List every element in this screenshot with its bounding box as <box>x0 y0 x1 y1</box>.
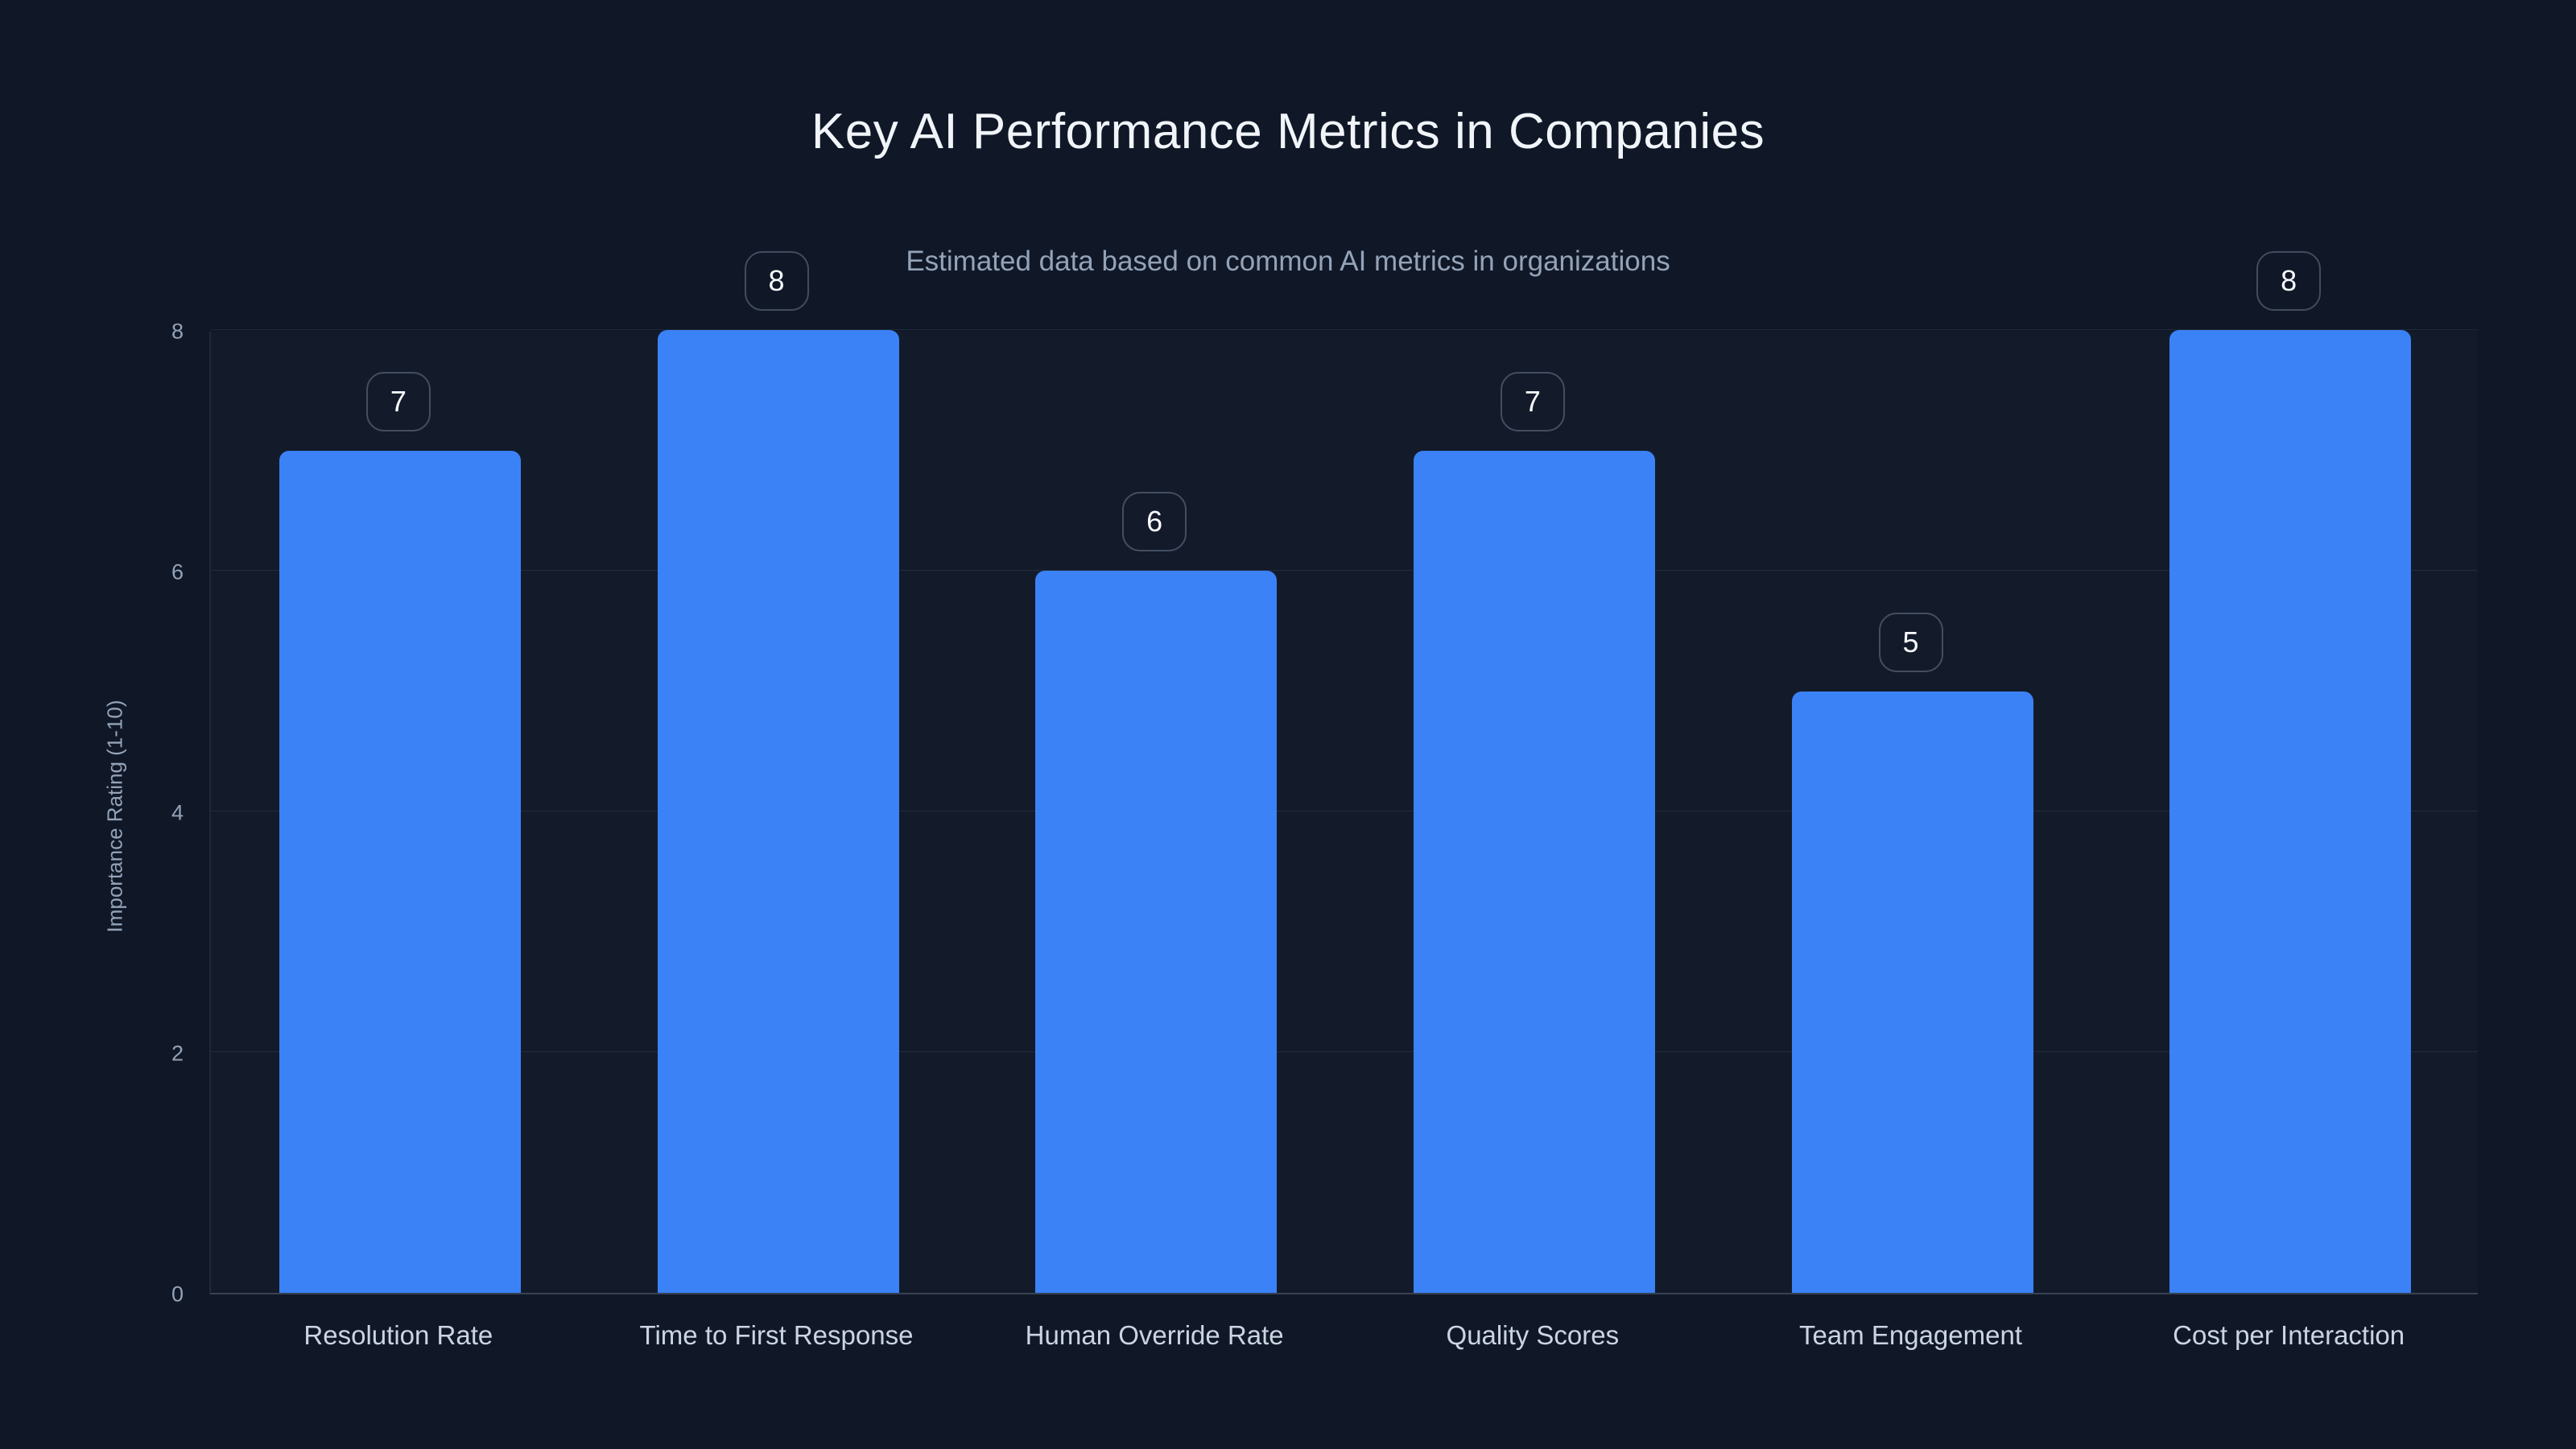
gridline <box>211 329 2478 330</box>
plot-area <box>209 329 2478 1294</box>
bar <box>2169 330 2412 1293</box>
x-axis-category-label: Time to First Response <box>639 1320 914 1350</box>
bar <box>1035 571 1278 1293</box>
x-axis-category-label: Human Override Rate <box>1025 1320 1284 1350</box>
y-axis-tick-label: 8 <box>171 319 184 344</box>
y-axis-tick-label: 2 <box>171 1041 184 1066</box>
x-axis-category-label: Quality Scores <box>1446 1320 1620 1350</box>
bar <box>1791 691 2033 1293</box>
chart-title: Key AI Performance Metrics in Companies <box>811 104 1765 159</box>
gridline <box>211 1051 2478 1052</box>
bar-value-badge: 8 <box>2256 251 2322 311</box>
bar <box>279 450 521 1293</box>
bar-value-badge: 7 <box>1500 371 1565 431</box>
bar-value-badge: 6 <box>1122 492 1187 551</box>
gridline <box>211 570 2478 571</box>
x-axis-category-label: Team Engagement <box>1798 1320 2022 1350</box>
y-axis-tick-label: 6 <box>171 559 184 584</box>
bar-value-badge: 5 <box>1878 612 1943 672</box>
x-axis-category-label: Resolution Rate <box>303 1320 493 1350</box>
bar-value-badge: 8 <box>744 251 809 311</box>
y-axis-tick-label: 4 <box>171 800 184 825</box>
bar <box>1413 450 1655 1293</box>
y-axis-tick-label: 0 <box>171 1282 184 1307</box>
bar <box>657 330 899 1293</box>
bar-value-badge: 7 <box>365 371 431 431</box>
x-axis-category-label: Cost per Interaction <box>2173 1320 2405 1350</box>
chart-subtitle: Estimated data based on common AI metric… <box>906 246 1670 277</box>
